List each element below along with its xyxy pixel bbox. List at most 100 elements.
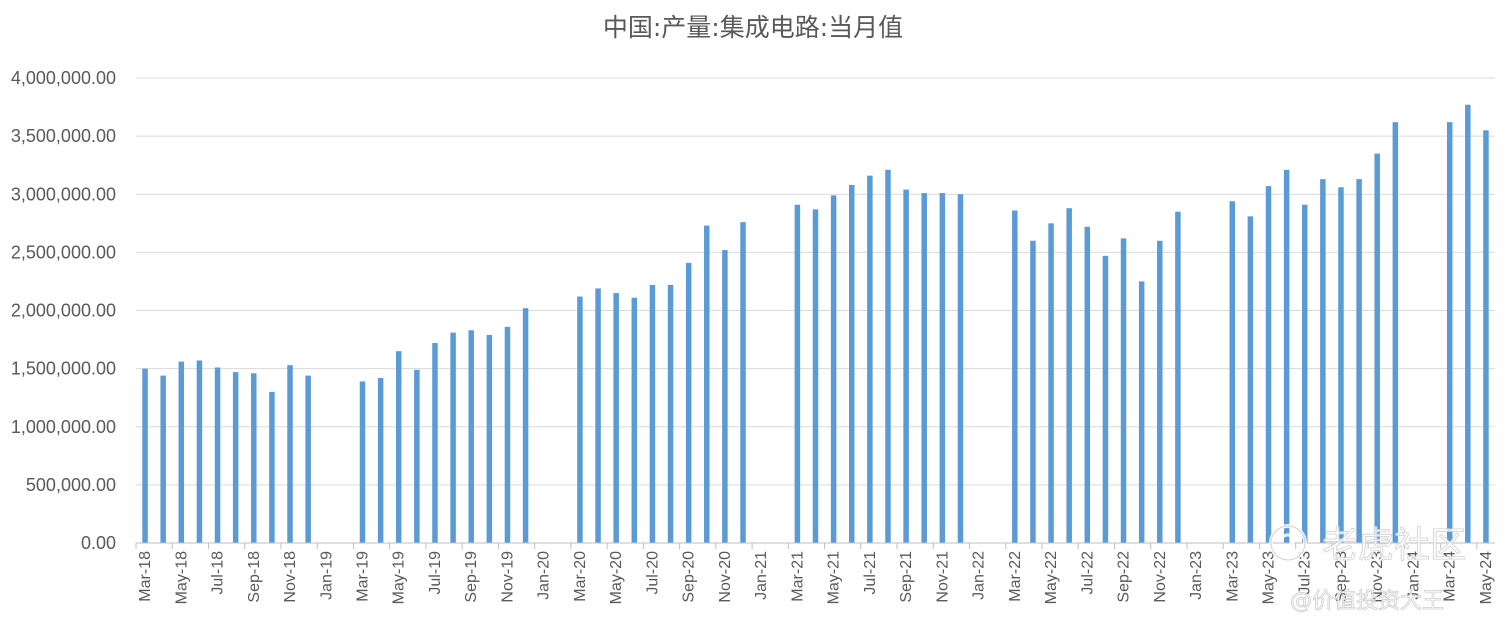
x-tick-label: Jan-24 [1405, 551, 1422, 600]
bar [613, 293, 619, 543]
x-tick-label: May-24 [1478, 551, 1495, 604]
bar [595, 288, 601, 543]
bar [867, 175, 873, 543]
x-tick-label: Mar-24 [1442, 551, 1459, 602]
bar [631, 297, 638, 543]
bar [232, 372, 239, 543]
bar [1283, 169, 1290, 543]
bar [1102, 255, 1109, 544]
x-tick-label: Mar-19 [355, 551, 372, 602]
bar [486, 334, 493, 543]
bar [848, 184, 855, 543]
x-tick-label: Jan-19 [318, 551, 335, 600]
bar [1265, 186, 1272, 544]
bar [1012, 210, 1018, 543]
bar [1301, 204, 1308, 543]
bars [142, 104, 1489, 544]
x-tick-label: Nov-22 [1152, 551, 1169, 603]
bar [957, 194, 964, 543]
bar [649, 284, 656, 543]
x-tick-label: Sep-19 [463, 551, 480, 603]
x-tick-label: May-18 [173, 551, 190, 604]
x-tick-label: Jan-20 [536, 551, 553, 600]
y-tick-label: 3,000,000.00 [11, 184, 116, 204]
y-tick-label: 2,500,000.00 [11, 242, 116, 262]
watermark: 老虎社区 @价值投资大王 [1269, 524, 1466, 614]
bar [1320, 179, 1326, 543]
x-tick-label: Jul-23 [1297, 551, 1314, 595]
x-tick-label: May-22 [1043, 551, 1060, 604]
chart-title: 中国:产量:集成电路:当月值 [603, 13, 903, 42]
bar [1229, 201, 1236, 543]
bar [722, 250, 728, 544]
x-tick-label: Sep-20 [681, 551, 698, 603]
bar [178, 361, 185, 543]
bar [432, 343, 438, 543]
bar [1157, 240, 1163, 543]
x-tick-label: Jan-23 [1188, 551, 1205, 600]
bar [830, 195, 837, 543]
y-axis-tick-labels: 0.00 500,000.00 1,000,000.00 1,500,000.00 2,… [11, 68, 116, 553]
y-tick-label: 1,500,000.00 [11, 359, 116, 379]
x-tick-label: Sep-23 [1333, 551, 1350, 603]
x-tick-label: Jul-22 [1079, 551, 1096, 595]
bar [1392, 122, 1399, 544]
bar [704, 225, 710, 543]
x-tick-label: Mar-22 [1007, 551, 1024, 602]
bar [160, 375, 166, 543]
bar [921, 193, 927, 543]
x-axis-tick-labels: Mar-18 May-18 Jul-18 Sep-18 Nov-18 Jan-19 Mar-… [137, 551, 1495, 604]
bar [196, 360, 203, 543]
bar [1138, 281, 1145, 543]
x-tick-label: Jan-22 [971, 551, 988, 600]
bar [939, 193, 946, 543]
x-tick-label: Jul-21 [862, 551, 879, 595]
bar [395, 351, 402, 543]
bar [142, 368, 148, 543]
bar [812, 209, 819, 544]
bar [305, 375, 311, 543]
x-tick-label: May-21 [826, 551, 843, 604]
bar [504, 326, 511, 543]
bar [1084, 226, 1091, 544]
bar [1030, 240, 1036, 543]
y-tick-label: 4,000,000.00 [11, 68, 116, 88]
y-tick-label: 1,000,000.00 [11, 417, 116, 437]
x-tick-label: Nov-19 [499, 551, 516, 603]
bar [794, 204, 801, 543]
y-tick-label: 0.00 [81, 533, 116, 553]
x-tick-label: May-19 [391, 551, 408, 604]
x-tick-label: May-23 [1261, 551, 1278, 604]
watermark-logo-icon [1269, 524, 1307, 562]
bar [1465, 104, 1471, 544]
bar [1446, 122, 1453, 544]
bar [287, 365, 293, 543]
y-tick-label: 3,500,000.00 [11, 126, 116, 146]
x-tick-label: Sep-18 [246, 551, 263, 603]
bar [885, 169, 891, 543]
bar [1483, 130, 1489, 543]
x-tick-label: Mar-23 [1224, 551, 1241, 602]
x-tick-label: Jul-18 [210, 551, 227, 595]
y-tick-label: 2,000,000.00 [11, 301, 116, 321]
x-tick-label: Sep-22 [1116, 551, 1133, 603]
watermark-brand: 老虎社区 [1322, 525, 1466, 566]
bar [450, 332, 456, 543]
bar [214, 367, 221, 543]
bar [377, 377, 384, 543]
bar [685, 262, 692, 543]
x-tick-label: Mar-18 [137, 551, 154, 602]
bar [1048, 223, 1054, 543]
bar [251, 373, 257, 543]
bar [1338, 187, 1344, 543]
x-tick-label: Jul-20 [644, 551, 661, 595]
bar [1120, 238, 1127, 544]
x-tick-label: Sep-21 [898, 551, 915, 603]
bar [1175, 211, 1181, 543]
bar [740, 222, 746, 543]
x-axis [135, 542, 1495, 549]
bar [1356, 179, 1362, 543]
bar [903, 189, 909, 543]
